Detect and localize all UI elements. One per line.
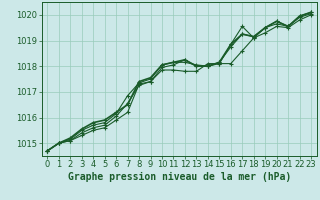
X-axis label: Graphe pression niveau de la mer (hPa): Graphe pression niveau de la mer (hPa) [68,172,291,182]
